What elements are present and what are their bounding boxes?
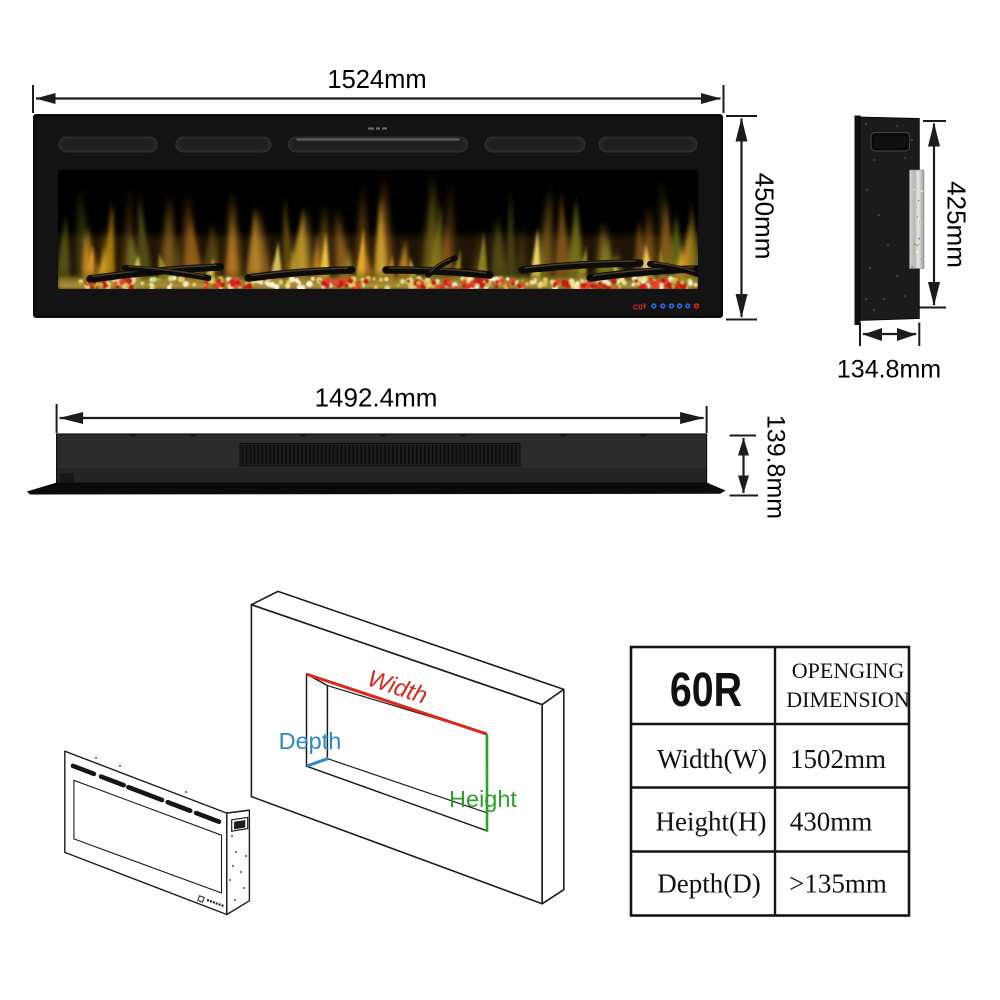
svg-text:Height: Height bbox=[449, 786, 517, 812]
svg-text:1492.4mm: 1492.4mm bbox=[315, 383, 438, 413]
svg-text:OPENGING: OPENGING bbox=[792, 658, 905, 683]
svg-text:134.8mm: 134.8mm bbox=[837, 356, 941, 384]
svg-text:>135mm: >135mm bbox=[789, 869, 887, 899]
svg-text:60R: 60R bbox=[670, 663, 742, 717]
svg-text:Depth: Depth bbox=[279, 728, 342, 754]
svg-text:1502mm: 1502mm bbox=[790, 744, 886, 774]
svg-text:430mm: 430mm bbox=[790, 807, 873, 837]
svg-text:1524mm: 1524mm bbox=[327, 66, 426, 94]
svg-text:Width(W): Width(W) bbox=[657, 744, 767, 774]
svg-text:139.8mm: 139.8mm bbox=[762, 415, 790, 519]
svg-text:DIMENSION: DIMENSION bbox=[786, 687, 910, 712]
svg-text:C0: C0 bbox=[633, 303, 643, 312]
svg-text:450mm: 450mm bbox=[750, 173, 780, 260]
svg-text:Height(H): Height(H) bbox=[656, 807, 767, 837]
svg-text:Depth(D): Depth(D) bbox=[657, 869, 760, 899]
svg-text:425mm: 425mm bbox=[942, 181, 972, 268]
